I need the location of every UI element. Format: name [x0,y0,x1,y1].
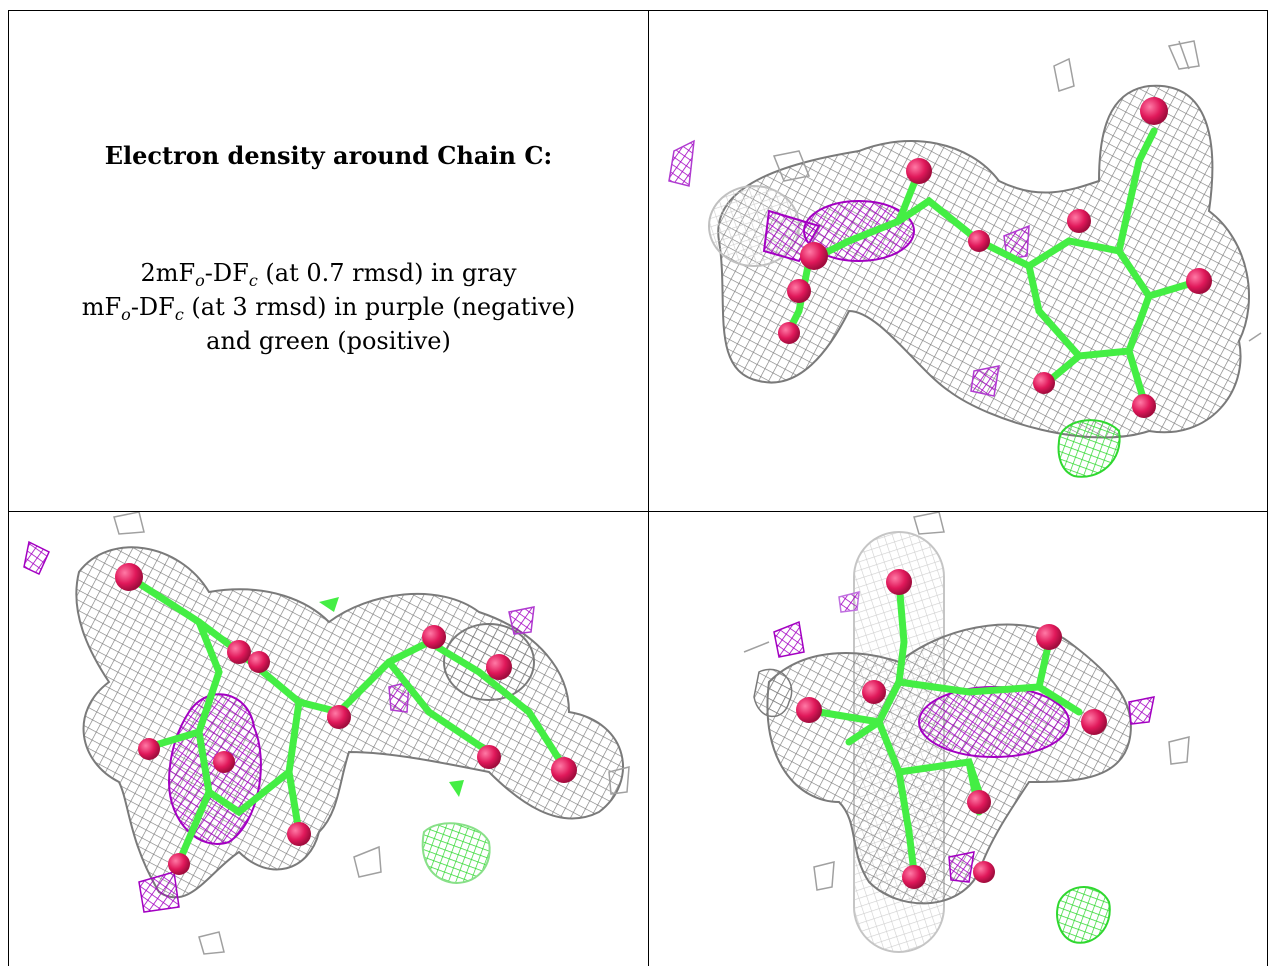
rule-center [648,10,649,966]
caption-subscript: c [174,305,184,324]
caption-body: 2mFo-DFc (at 0.7 rmsd) in gray mFo-DFc (… [9,256,648,358]
rule-top [8,10,1268,11]
stray-mesh-fragments [772,40,1262,342]
oxygen-atoms [115,563,577,875]
caption-text: mF [81,293,122,321]
stray-mesh-fragments [743,512,1190,891]
caption-text: -DF [130,293,175,321]
rule-left [8,10,9,966]
caption-text: (at 3 rmsd) in purple (negative) [183,293,576,321]
caption-subscript: c [248,271,258,290]
caption-panel: Electron density around Chain C: 2mFo-DF… [9,11,648,511]
caption-subscript: o [195,271,205,290]
caption-subscript: o [121,305,131,324]
density-image-2 [23,512,630,955]
density-view-top-right [649,11,1267,511]
oxygen-atoms [778,97,1212,418]
density-view-bottom-right [649,512,1267,966]
negative-density-mesh [773,591,1155,883]
density-image-1 [668,40,1262,478]
caption-line-green: and green (positive) [206,327,451,355]
density-image-3 [743,512,1190,953]
positive-density-mesh [1057,419,1121,478]
caption-text: 2mF [140,259,196,287]
density-view-bottom-left [9,512,648,966]
caption-line-gray: 2mFo-DFc (at 0.7 rmsd) in gray [9,256,648,290]
caption-line-purple: mFo-DFc (at 3 rmsd) in purple (negative) [9,290,648,324]
positive-density-mesh [1056,886,1111,944]
stray-mesh-fragments [113,512,630,955]
carbon-bonds [815,578,1083,876]
carbon-bonds [125,573,568,866]
rule-right [1267,10,1268,966]
oxygen-atoms [796,569,1107,889]
positive-density-mesh [319,597,491,884]
rule-middle [8,511,1268,512]
caption-title: Electron density around Chain C: [104,141,553,170]
caption-text: -DF [204,259,249,287]
caption-text: (at 0.7 rmsd) in gray [257,259,517,287]
